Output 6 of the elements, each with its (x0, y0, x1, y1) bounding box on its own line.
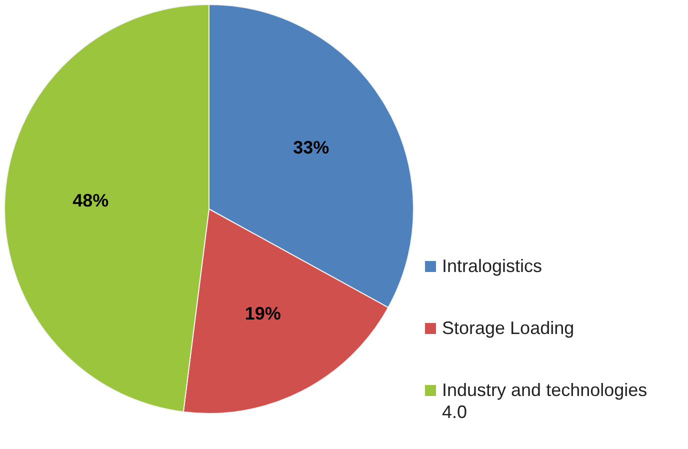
data-label: 19% (244, 304, 281, 324)
legend-label: Intralogistics (442, 255, 542, 277)
legend-label: Storage Loading (442, 317, 574, 339)
data-label: 48% (72, 190, 109, 211)
legend-label: Industry and technologies 4.0 (442, 379, 648, 423)
data-label: 33% (293, 138, 330, 158)
